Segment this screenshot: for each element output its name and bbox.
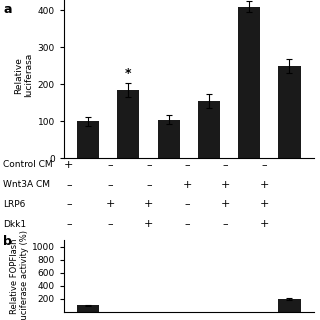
Text: +: + [259, 199, 269, 210]
Text: –: – [108, 180, 113, 190]
Bar [117, 90, 140, 158]
Text: b: b [3, 235, 12, 248]
Text: –: – [184, 219, 190, 229]
Text: –: – [108, 219, 113, 229]
Text: Dkk1: Dkk1 [3, 220, 26, 229]
Text: –: – [108, 160, 113, 170]
Text: +: + [64, 160, 74, 170]
Text: –: – [184, 199, 190, 210]
Text: –: – [261, 160, 267, 170]
Bar [77, 306, 99, 312]
Text: Control CM: Control CM [3, 160, 53, 169]
Text: +: + [221, 199, 230, 210]
Text: +: + [259, 219, 269, 229]
Bar [198, 101, 220, 158]
Text: *: * [125, 68, 132, 80]
Text: a: a [3, 3, 12, 16]
Bar [158, 120, 180, 158]
Bar [238, 7, 260, 158]
Text: +: + [144, 219, 154, 229]
Text: –: – [66, 219, 72, 229]
Text: –: – [66, 180, 72, 190]
Y-axis label: Relative
luciferasa: Relative luciferasa [14, 53, 34, 97]
Text: –: – [146, 160, 152, 170]
Text: –: – [223, 160, 228, 170]
Text: +: + [259, 180, 269, 190]
Text: +: + [106, 199, 115, 210]
Text: +: + [144, 199, 154, 210]
Text: +: + [182, 180, 192, 190]
Text: –: – [146, 180, 152, 190]
Text: –: – [223, 219, 228, 229]
Bar [278, 299, 300, 312]
Text: Wnt3A CM: Wnt3A CM [3, 180, 50, 189]
Bar [278, 66, 300, 158]
Text: +: + [221, 180, 230, 190]
Bar [77, 121, 99, 158]
Y-axis label: Relative FOPFlash
luciferase activity (%): Relative FOPFlash luciferase activity (%… [10, 230, 29, 320]
Text: LRP6: LRP6 [3, 200, 26, 209]
Text: –: – [66, 199, 72, 210]
Text: –: – [184, 160, 190, 170]
